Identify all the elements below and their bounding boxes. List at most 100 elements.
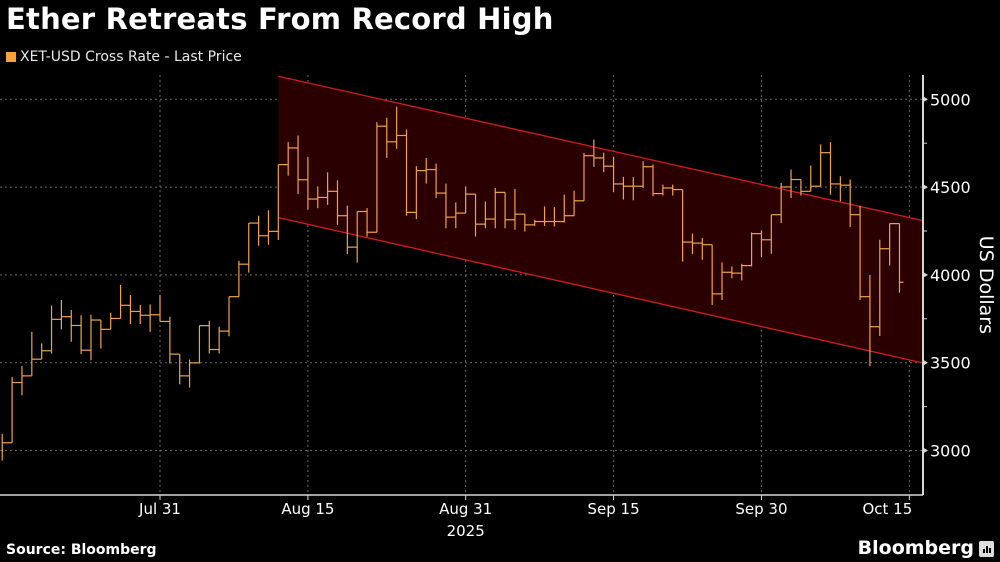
price-bar bbox=[159, 294, 170, 323]
trend-channel bbox=[278, 75, 924, 364]
price-bar bbox=[810, 165, 821, 192]
price-bar bbox=[573, 190, 584, 216]
bloomberg-logo: Bloomberg bbox=[857, 537, 974, 559]
price-bar bbox=[593, 139, 604, 167]
price-bar bbox=[188, 359, 200, 388]
bloomberg-chart-icon bbox=[979, 541, 994, 557]
price-bar bbox=[662, 184, 673, 196]
price-bar bbox=[425, 157, 437, 184]
price-bar bbox=[267, 210, 279, 245]
price-bar bbox=[494, 187, 506, 229]
price-bar bbox=[346, 205, 358, 255]
price-bar bbox=[376, 122, 387, 233]
price-bar bbox=[741, 263, 752, 281]
price-bar bbox=[129, 294, 141, 325]
price-bar bbox=[711, 244, 723, 305]
price-bar bbox=[455, 202, 466, 229]
price-bar bbox=[681, 189, 693, 262]
y-tick-label: 3500 bbox=[930, 354, 971, 373]
price-bar bbox=[780, 182, 792, 224]
price-bar bbox=[603, 152, 614, 173]
price-bar bbox=[366, 208, 377, 237]
price-bar bbox=[672, 184, 683, 196]
price-bar bbox=[119, 284, 131, 319]
price-bar bbox=[829, 142, 841, 195]
y-tick-label: 5000 bbox=[930, 90, 971, 109]
price-bar bbox=[327, 172, 338, 205]
y-axis-label: US Dollars bbox=[975, 236, 997, 334]
x-tick-label: Jul 31 bbox=[138, 500, 181, 518]
price-bar bbox=[750, 232, 762, 267]
price-bar bbox=[90, 314, 101, 361]
price-bars bbox=[1, 106, 904, 461]
price-bar bbox=[50, 305, 62, 354]
price-bar bbox=[70, 310, 82, 342]
price-bar bbox=[208, 320, 220, 354]
axes: 3000 3500 4000 4500 5000 US Dollars Jul 31 Aug … bbox=[0, 75, 997, 540]
price-bar bbox=[277, 164, 289, 240]
price-bar bbox=[484, 201, 496, 229]
price-bar bbox=[356, 210, 368, 263]
price-bar bbox=[514, 189, 525, 230]
price-bar bbox=[248, 222, 259, 273]
price-bar bbox=[543, 206, 555, 226]
price-bar bbox=[198, 325, 210, 364]
price-bar bbox=[652, 164, 663, 197]
price-bar bbox=[820, 144, 831, 187]
price-bar bbox=[386, 117, 397, 158]
channel-lower-line bbox=[278, 217, 924, 364]
price-bar bbox=[790, 169, 801, 198]
price-bar bbox=[317, 186, 328, 209]
price-bar bbox=[642, 161, 653, 188]
chart-title: Ether Retreats From Record High bbox=[6, 2, 554, 36]
price-bar bbox=[524, 214, 535, 232]
x-tick-label: Aug 15 bbox=[281, 500, 334, 518]
price-bar bbox=[465, 186, 476, 214]
price-bar bbox=[31, 331, 42, 376]
price-bar bbox=[287, 142, 299, 176]
price-bar bbox=[800, 179, 811, 196]
price-bar bbox=[859, 205, 870, 301]
price-bar bbox=[869, 274, 880, 367]
price-bar bbox=[1, 433, 13, 461]
price-bar bbox=[11, 376, 22, 443]
price-bar bbox=[228, 296, 239, 337]
price-bar bbox=[701, 238, 713, 260]
channel-fill bbox=[278, 76, 923, 364]
price-bar bbox=[721, 262, 732, 301]
y-tick-mark bbox=[923, 184, 928, 191]
price-bar bbox=[415, 166, 427, 220]
price-bar bbox=[110, 312, 121, 330]
x-tick-label: Aug 31 bbox=[439, 500, 492, 518]
price-bar bbox=[179, 354, 190, 385]
x-year-label: 2025 bbox=[447, 522, 485, 540]
price-bar bbox=[307, 156, 318, 210]
price-bar bbox=[139, 304, 151, 325]
y-tick-label: 3000 bbox=[930, 442, 971, 461]
price-bar bbox=[849, 179, 861, 227]
y-tick-label: 4000 bbox=[930, 266, 971, 285]
price-bar bbox=[60, 300, 72, 330]
price-bar bbox=[691, 233, 703, 254]
price-bar bbox=[218, 326, 230, 354]
price-bar bbox=[770, 214, 782, 254]
price-bar bbox=[336, 180, 348, 225]
x-tick-label: Sep 30 bbox=[735, 500, 787, 518]
price-bar bbox=[169, 316, 180, 364]
y-tick-label: 4500 bbox=[930, 178, 971, 197]
channel-upper-line bbox=[278, 75, 924, 222]
y-tick-mark bbox=[923, 447, 928, 454]
price-bar bbox=[889, 223, 900, 266]
price-bar bbox=[760, 230, 772, 258]
price-bar bbox=[80, 315, 91, 355]
price-bar bbox=[474, 194, 486, 237]
price-bar bbox=[258, 215, 269, 246]
price-bar bbox=[21, 365, 32, 396]
price-bar bbox=[612, 156, 624, 193]
x-tick-label: Sep 15 bbox=[587, 500, 639, 518]
price-bar bbox=[563, 194, 575, 223]
price-bar bbox=[622, 176, 634, 200]
price-bar bbox=[898, 223, 904, 293]
price-bar bbox=[504, 192, 515, 229]
